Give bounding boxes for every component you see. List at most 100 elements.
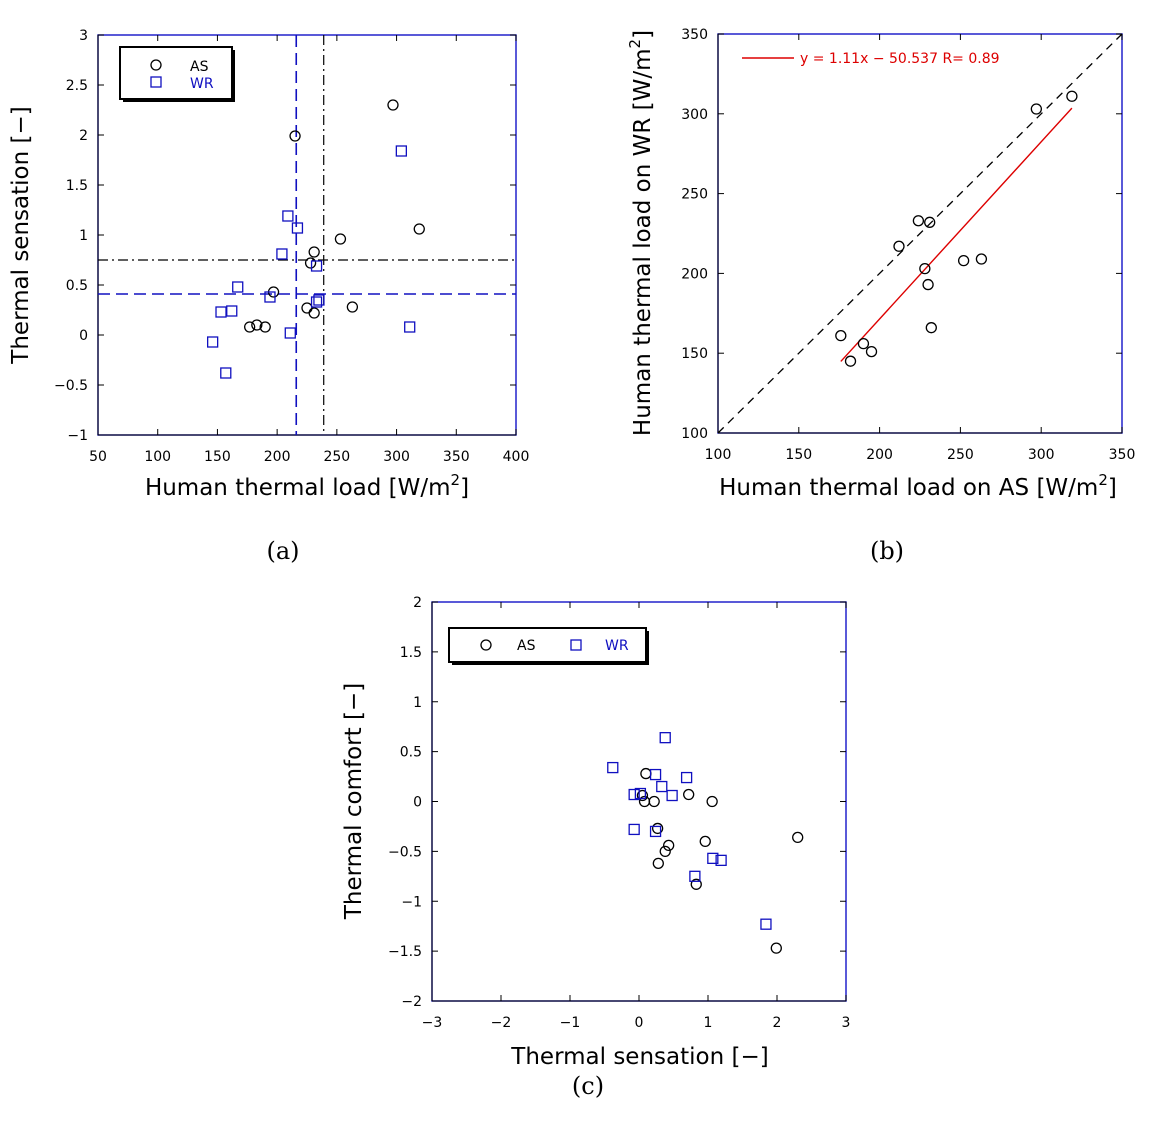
y-tick-label: 2 — [79, 128, 88, 144]
y-tick-label: −0.5 — [388, 844, 422, 860]
data-point-as — [699, 835, 711, 848]
data-point-wr — [310, 296, 323, 308]
y-axis-label: Human thermal load on WR [W/m2] — [626, 30, 656, 436]
y-tick-label: 150 — [681, 346, 708, 362]
chart-b: 100 150 200 250 300 350 100 150 200 250 300 350 y = … — [626, 27, 1135, 565]
data-point-wr — [150, 76, 162, 88]
legend-label-wr: WR — [605, 638, 629, 654]
x-tick-label: −3 — [422, 1015, 443, 1031]
data-point-wr — [220, 367, 232, 379]
data-point-as — [648, 795, 660, 808]
data-point-as — [706, 795, 718, 808]
y-axis-label-end: ] — [630, 30, 656, 39]
data-point-as — [924, 216, 936, 228]
data-point-as — [925, 322, 937, 334]
x-tick-label: −2 — [491, 1015, 512, 1031]
x-tick-label: 3 — [842, 1015, 851, 1031]
data-point-wr — [659, 732, 671, 744]
data-point-wr — [207, 336, 219, 348]
data-point-as — [308, 246, 320, 258]
data-point-wr — [276, 248, 288, 260]
y-tick-label: 100 — [681, 426, 708, 442]
y-tick-label: 0 — [79, 328, 88, 344]
data-point-as — [251, 319, 263, 331]
y-tick-label: 1 — [79, 228, 88, 244]
data-point-as — [912, 215, 925, 227]
y-tick-label: 200 — [681, 266, 708, 282]
x-axis-label-sup: 2 — [451, 471, 461, 489]
x-tick-label: 250 — [323, 449, 350, 465]
x-axis-label-main: Human thermal load on AS [W/m — [719, 475, 1098, 501]
data-point-wr — [226, 305, 238, 317]
y-tick-label: −1 — [67, 428, 88, 444]
data-point-as — [244, 321, 256, 333]
data-point-wr — [310, 260, 323, 272]
data-point-wr — [680, 771, 693, 784]
y-tick-label: 0.5 — [400, 745, 422, 761]
panel-label: (c) — [572, 1072, 604, 1100]
data-point-wr — [264, 291, 276, 303]
data-point-wr — [760, 918, 772, 930]
data-point-wr — [313, 294, 325, 306]
y-tick-label: 2 — [413, 595, 422, 611]
x-tick-label: 200 — [264, 449, 291, 465]
data-point-wr — [232, 281, 244, 293]
data-point-as — [844, 355, 857, 367]
data-point-as — [659, 845, 671, 858]
y-tick-label: 1 — [413, 695, 422, 711]
x-tick-label: 50 — [89, 449, 107, 465]
x-tick-label: 100 — [144, 449, 171, 465]
y-tick-label: 2.5 — [66, 78, 88, 94]
y-tick-label: 1.5 — [400, 645, 422, 661]
legend-fit-label: y = 1.11x − 50.537 R= 0.89 — [800, 51, 1000, 67]
data-point-as — [919, 262, 931, 275]
data-point-as — [640, 767, 652, 780]
legend-box — [448, 627, 647, 663]
x-tick-label: 200 — [866, 447, 893, 463]
data-point-as — [259, 321, 271, 333]
data-point-as — [651, 822, 664, 835]
legend-box — [119, 46, 233, 100]
y-tick-label: 350 — [681, 27, 708, 43]
y-tick-label: 300 — [681, 107, 708, 123]
data-point-wr — [395, 145, 407, 157]
data-point-wr — [628, 788, 640, 801]
legend-label-wr: WR — [190, 76, 214, 92]
data-point-as — [636, 789, 649, 802]
panel-label: (a) — [266, 537, 299, 565]
data-point-as — [346, 301, 359, 313]
data-point-wr — [649, 768, 662, 781]
panel-label: (b) — [870, 537, 904, 565]
y-tick-label: −1.5 — [388, 944, 422, 960]
data-point-as — [304, 257, 317, 269]
data-point-wr — [628, 823, 640, 836]
data-point-wr — [404, 321, 416, 333]
legend-label-as: AS — [517, 638, 536, 654]
data-point-as — [690, 878, 702, 890]
data-point-wr — [215, 306, 227, 318]
data-point-as — [301, 302, 313, 314]
chart-a: 50 100 150 200 250 300 350 400 −1 −0.5 0 0.5 1 1.5 2 2.… — [8, 28, 529, 565]
y-tick-label: −0.5 — [54, 378, 88, 394]
data-point-as — [652, 857, 664, 869]
data-point-wr — [570, 639, 582, 651]
x-axis-label-end: ] — [460, 475, 469, 501]
x-tick-label: −1 — [560, 1015, 581, 1031]
data-point-as — [683, 788, 695, 801]
data-point-as — [387, 99, 399, 111]
data-point-as — [957, 254, 970, 267]
y-axis-label-sup: 2 — [626, 39, 644, 49]
data-point-as — [480, 639, 492, 651]
data-point-wr — [715, 854, 727, 867]
y-tick-label: 250 — [681, 187, 708, 203]
x-tick-label: 150 — [785, 447, 812, 463]
data-point-as — [413, 223, 425, 235]
x-tick-label: 300 — [1028, 447, 1055, 463]
data-point-wr — [689, 870, 701, 882]
data-point-wr — [649, 825, 662, 838]
data-point-as — [150, 59, 162, 71]
data-point-as — [663, 839, 675, 852]
identity-line — [717, 33, 1123, 434]
y-axis-label: Thermal sensation [−] — [8, 106, 34, 364]
